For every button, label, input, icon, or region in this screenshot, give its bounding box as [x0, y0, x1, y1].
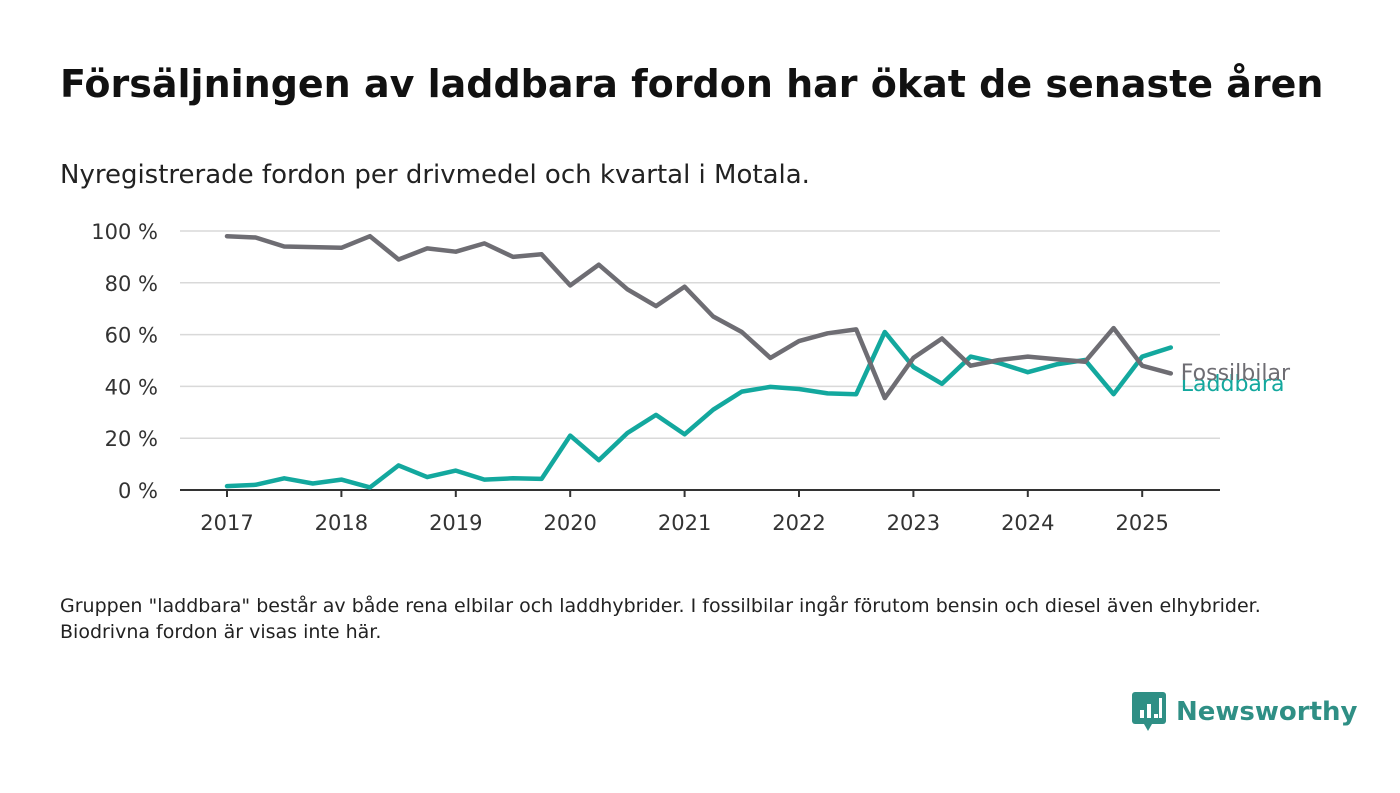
series-line-fossilbilar	[224, 233, 1174, 401]
y-tick-label: 80 %	[105, 272, 158, 296]
x-tick-label: 2024	[1001, 511, 1054, 535]
series-line-laddbara	[224, 329, 1174, 490]
x-tick-label: 2025	[1115, 511, 1168, 535]
chart-subtitle: Nyregistrerade fordon per drivmedel och …	[60, 160, 810, 190]
y-tick-label: 60 %	[105, 324, 158, 348]
y-tick-label: 100 %	[91, 220, 158, 244]
y-tick-label: 40 %	[105, 375, 158, 399]
x-tick-label: 2019	[429, 511, 482, 535]
x-tick-label: 2017	[200, 511, 253, 535]
grid-lines	[180, 230, 1220, 439]
series-label-fossilbilar: Fossilbilar	[1181, 361, 1291, 386]
x-tick-label: 2023	[887, 511, 940, 535]
x-tick-label: 2022	[772, 511, 825, 535]
brand-logo[interactable]: Newsworthy	[1132, 692, 1357, 732]
line-chart: 0 % 20 % 40 % 60 % 80 % 100 % 2017 2018 2019 202…	[91, 220, 1291, 535]
x-tick-label: 2020	[543, 511, 596, 535]
y-tick-label: 20 %	[105, 427, 158, 451]
series-lines	[224, 233, 1174, 490]
x-tick-label: 2018	[315, 511, 368, 535]
newsworthy-logo-icon	[1132, 692, 1166, 731]
brand-name: Newsworthy	[1176, 697, 1358, 727]
y-tick-label: 0 %	[118, 479, 158, 503]
x-axis: 2017 2018 2019 2020 2021 2022 2023 2024 2025	[180, 489, 1220, 535]
series-label-laddbara: Laddbara	[1181, 372, 1285, 397]
footnote: Gruppen "laddbara" består av både rena e…	[60, 595, 1261, 643]
y-axis: 0 % 20 % 40 % 60 % 80 % 100 %	[91, 220, 158, 503]
x-tick-label: 2021	[658, 511, 711, 535]
chart-title: Försäljningen av laddbara fordon har öka…	[60, 62, 1324, 106]
